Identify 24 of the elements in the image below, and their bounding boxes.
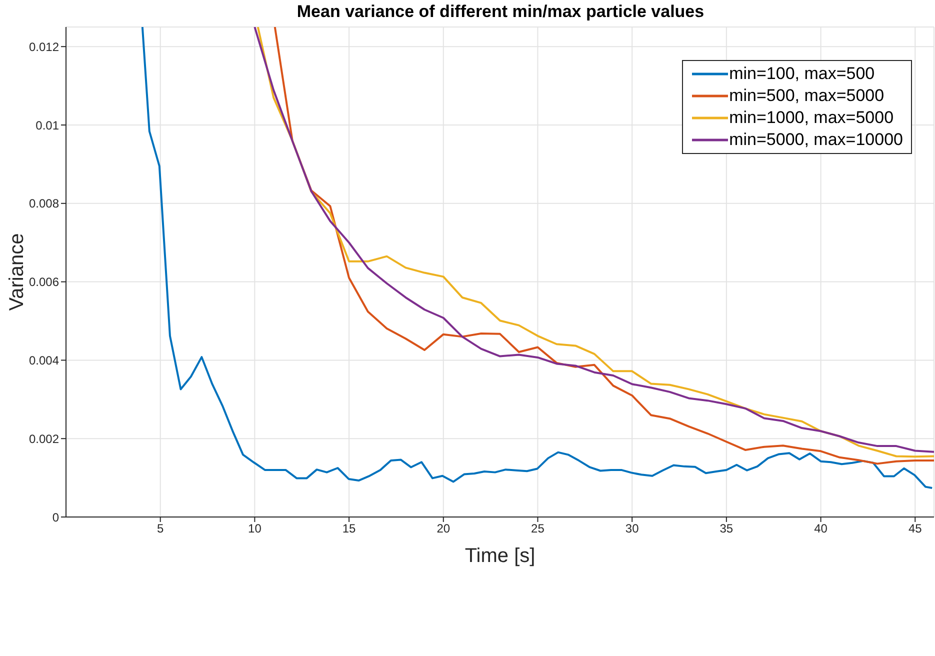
x-tick-label: 30	[625, 522, 640, 536]
x-tick-label: 35	[720, 522, 734, 536]
y-tick-label: 0	[52, 510, 60, 524]
legend-label: min=500, max=5000	[729, 85, 884, 107]
x-tick-label: 10	[248, 522, 262, 536]
legend-label: min=100, max=500	[729, 63, 875, 85]
x-tick-label: 25	[531, 522, 545, 536]
legend-label: min=1000, max=5000	[729, 107, 894, 129]
y-tick-label: 0.004	[28, 353, 60, 368]
y-axis-title: Variance	[6, 233, 28, 311]
y-tick-label: 0.006	[28, 275, 60, 290]
x-axis-title: Time [s]	[464, 545, 536, 567]
y-tick-label: 0.01	[36, 118, 60, 132]
x-tick-label: 15	[342, 522, 356, 536]
line-series	[141, 27, 934, 489]
y-tick-label: 0.012	[28, 40, 60, 54]
x-tick-label: 20	[436, 522, 450, 536]
chart-title: Mean variance of different min/max particle values	[296, 2, 706, 22]
x-tick-label: 40	[814, 522, 828, 536]
legend-label: min=5000, max=10000	[729, 129, 903, 151]
x-tick-label: 5	[157, 522, 164, 536]
x-tick-label: 45	[908, 522, 922, 536]
y-tick-label: 0.008	[28, 196, 60, 211]
y-tick-label: 0.002	[28, 432, 60, 446]
